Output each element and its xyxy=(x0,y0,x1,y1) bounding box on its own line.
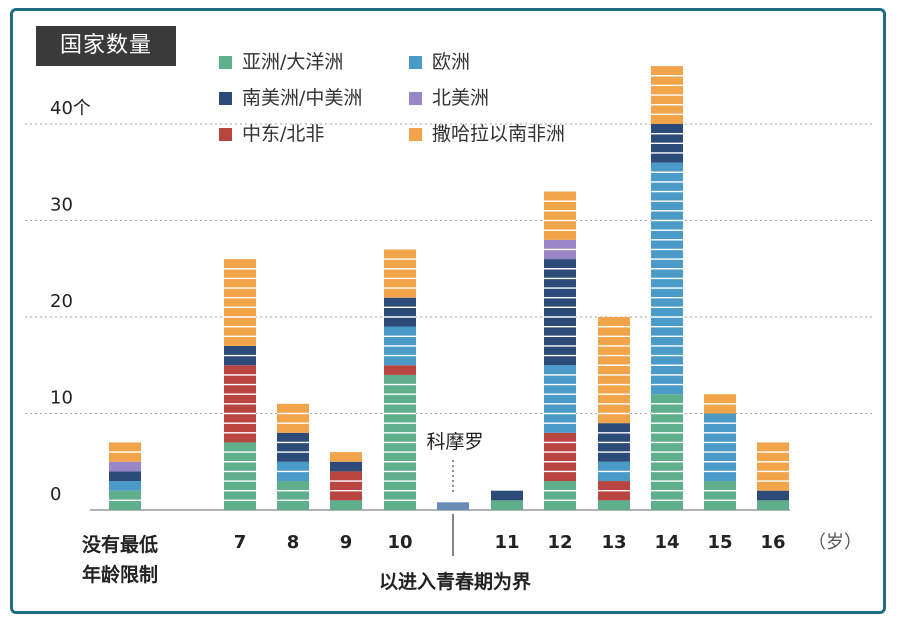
bar-segment-8-0 xyxy=(598,500,630,510)
legend-label-4: 中东/北非 xyxy=(242,123,324,145)
no-min-label-line1: 没有最低 xyxy=(82,533,158,556)
bar-segment-10-0 xyxy=(704,481,736,510)
bar-segment-7-1 xyxy=(544,432,576,482)
legend-label-5: 撒哈拉以南非洲 xyxy=(432,123,565,145)
bar-comoros xyxy=(437,502,469,510)
bar-segment-7-5 xyxy=(544,191,576,240)
chart-frame xyxy=(10,8,886,614)
x-tick-label: 8 xyxy=(287,532,300,553)
x-tick-label: 7 xyxy=(234,532,247,553)
bar-segment-10-2 xyxy=(704,413,736,482)
x-tick-label: 14 xyxy=(654,532,679,553)
age-unit-label: （岁） xyxy=(808,532,862,553)
bar-segment-3-5 xyxy=(330,452,362,462)
legend-label-3: 北美洲 xyxy=(432,87,489,109)
bar-segment-1-5 xyxy=(224,259,256,346)
bar-segment-8-5 xyxy=(598,317,630,424)
bar-segment-11-5 xyxy=(757,442,789,491)
y-tick-label: 30 xyxy=(50,195,73,216)
no-min-label-line2: 年龄限制 xyxy=(82,563,158,586)
bar-segment-2-5 xyxy=(277,403,309,433)
bar-segment-2-0 xyxy=(277,481,309,510)
bar-segment-11-3 xyxy=(757,490,789,501)
legend-swatch-4 xyxy=(219,128,232,141)
bar-segment-11-0 xyxy=(757,500,789,510)
bar-segment-7-2 xyxy=(544,365,576,433)
bar-segment-3-3 xyxy=(330,461,362,472)
bar-segment-1-0 xyxy=(224,442,256,510)
legend-swatch-2 xyxy=(219,92,232,105)
legend-swatch-3 xyxy=(409,92,422,105)
legend-label-0: 亚洲/大洋洲 xyxy=(242,51,343,73)
y-tick-label: 0 xyxy=(50,484,61,505)
x-tick-label: 9 xyxy=(340,532,353,553)
bar-segment-3-1 xyxy=(330,471,362,501)
comoros-label: 科摩罗 xyxy=(426,431,483,453)
x-tick-label: 13 xyxy=(601,532,626,553)
bar-segment-6-3 xyxy=(491,490,523,501)
legend-swatch-1 xyxy=(409,56,422,69)
legend-swatch-0 xyxy=(219,56,232,69)
x-tick-label: 11 xyxy=(494,532,519,553)
bar-segment-4-1 xyxy=(384,365,416,375)
x-tick-label: 10 xyxy=(387,532,412,553)
bar-segment-2-3 xyxy=(277,432,309,462)
x-tick-label: 12 xyxy=(547,532,572,553)
bar-segment-7-0 xyxy=(544,481,576,510)
x-tick-label: 15 xyxy=(707,532,732,553)
x-tick-label: 16 xyxy=(760,532,785,553)
bar-segment-7-3 xyxy=(544,259,576,366)
legend-label-2: 南美洲/中美洲 xyxy=(242,87,362,109)
bar-segment-4-5 xyxy=(384,249,416,298)
bar-segment-3-0 xyxy=(330,500,362,510)
puberty-label: 以进入青春期为界 xyxy=(379,570,531,593)
bar-segment-0-2 xyxy=(109,481,141,491)
y-tick-label: 20 xyxy=(50,291,73,312)
y-tick-label: 10 xyxy=(50,388,73,409)
bar-segment-6-0 xyxy=(491,500,523,510)
legend-swatch-5 xyxy=(409,128,422,141)
chart-title: 国家数量 xyxy=(36,26,176,66)
bar-segment-4-3 xyxy=(384,297,416,327)
bar-segment-0-3 xyxy=(109,471,141,482)
bar-segment-0-4 xyxy=(109,461,141,472)
legend-label-1: 欧洲 xyxy=(432,51,470,73)
y-tick-label: 40个 xyxy=(50,98,91,119)
